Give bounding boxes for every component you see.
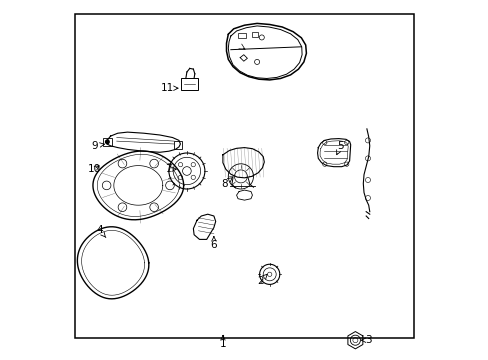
Text: 11: 11: [160, 83, 178, 93]
Text: 8: 8: [221, 177, 232, 189]
Text: 5: 5: [336, 141, 344, 155]
FancyBboxPatch shape: [173, 141, 182, 149]
Text: 4: 4: [96, 225, 106, 238]
Text: 9: 9: [92, 141, 104, 151]
FancyBboxPatch shape: [102, 138, 112, 146]
Text: 10: 10: [87, 164, 101, 174]
Text: 3: 3: [361, 335, 371, 345]
Text: 2: 2: [257, 274, 267, 286]
Text: 7: 7: [165, 164, 176, 174]
FancyBboxPatch shape: [181, 78, 198, 90]
Text: 6: 6: [210, 237, 217, 250]
Text: 1: 1: [219, 336, 226, 349]
Circle shape: [105, 140, 109, 144]
